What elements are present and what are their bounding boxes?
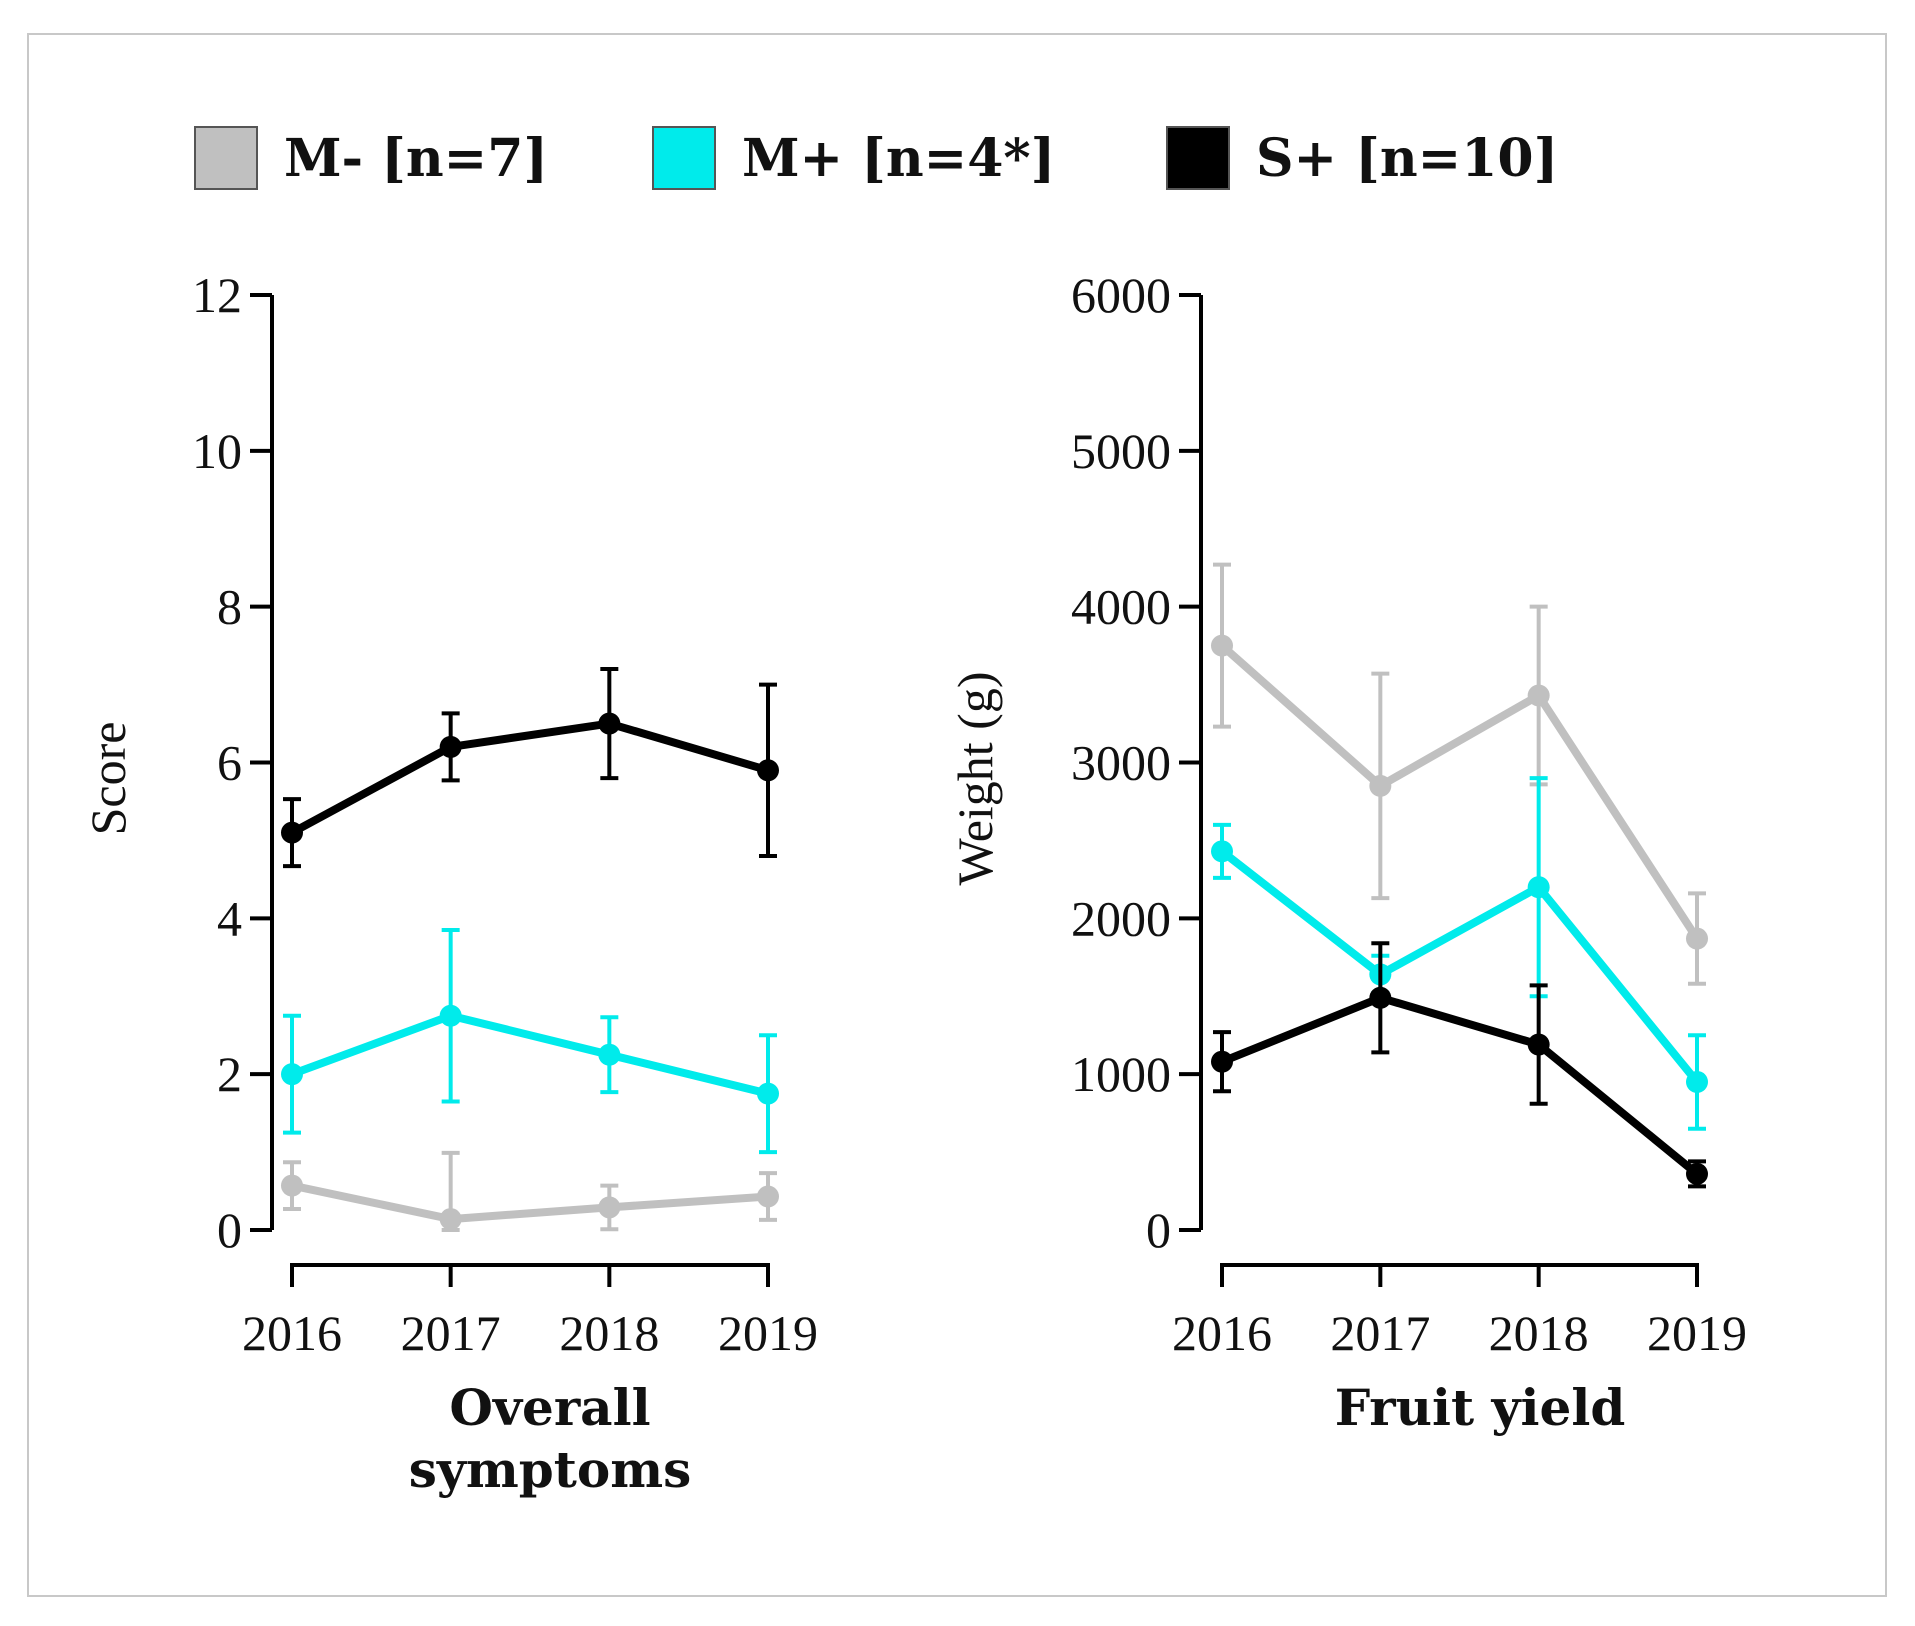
data-point [757,759,779,782]
y-tick-label: 10 [192,423,242,479]
data-point [1527,684,1550,707]
y-tick-label: 0 [1146,1202,1171,1258]
y-tick-label: 4 [217,890,242,946]
panel-title-line: Fruit yield [1335,1378,1626,1437]
legend-label-s-plus: S+ [n=10] [1256,127,1559,189]
x-tick-label: 2017 [1330,1305,1430,1361]
x-tick-label: 2019 [718,1305,818,1361]
y-tick-label: 0 [217,1202,242,1258]
x-tick-label: 2018 [559,1305,659,1361]
x-tick-label: 2016 [1172,1305,1272,1361]
data-point [1211,840,1233,863]
series-line [1219,642,1701,941]
y-tick-label: 6 [217,735,242,791]
legend-swatch-m-plus [652,126,716,190]
series-2 [1211,776,1708,1131]
panel-title: Fruit yield [1335,1378,1626,1437]
y-tick-label: 8 [217,579,242,635]
y-tick-label: 5000 [1071,423,1171,479]
series-line [290,719,770,837]
series-line [291,1181,769,1224]
legend-label-m-minus: M- [n=7] [284,127,549,189]
series-line [290,1011,769,1098]
data-point [757,1082,779,1105]
data-point [439,1004,462,1027]
x-tick-label: 2016 [242,1305,342,1361]
y-axis-title: Weight (g) [947,672,1003,886]
x-tick-label: 2018 [1489,1305,1589,1361]
x-tick-label: 2019 [1647,1305,1747,1361]
legend-item-s-plus: S+ [n=10] [1166,122,1558,194]
legend-swatch-m-minus [194,126,258,190]
legend-item-m-minus: M- [n=7] [194,122,548,194]
data-point [598,1196,621,1219]
y-tick-label: 3000 [1071,735,1171,791]
y-tick-label: 2000 [1071,890,1171,946]
y-tick-label: 4000 [1071,579,1171,635]
data-point [281,821,303,844]
y-axis-title: Score [80,722,136,836]
data-point [1369,986,1392,1009]
data-point [757,1185,779,1208]
chart-1: 0 2 4 6 8 10 12 2016 2017 2018 2019 Score Overall sym… [80,267,818,1499]
data-point [439,735,462,758]
series-3 [1211,941,1708,1189]
data-point [439,1208,462,1231]
panel-title-line: Overall [449,1378,650,1437]
data-point [598,712,621,735]
y-tick-label: 2 [217,1046,242,1102]
series-1 [1211,562,1708,986]
legend-item-m-plus: M+ [n=4*] [652,122,1055,194]
series-2 [281,928,779,1155]
y-tick-label: 6000 [1071,267,1171,323]
chart-2: 0 1000 2000 3000 4000 5000 6000 2016 2017 2018 201… [947,267,1747,1437]
data-point [1686,1162,1708,1185]
figure-frame [27,33,1887,1597]
y-tick-label: 1000 [1071,1046,1171,1102]
data-point [1211,1050,1233,1073]
data-point [281,1063,303,1086]
data-point [1686,1070,1708,1093]
legend-swatch-s-plus [1166,126,1230,190]
series-line [1219,848,1701,1085]
data-point [1369,774,1392,797]
data-point [1686,927,1708,950]
y-tick-label: 12 [192,267,242,323]
data-point [598,1043,621,1066]
x-tick-label: 2017 [401,1305,501,1361]
data-point [1527,876,1550,899]
series-line [1220,993,1700,1177]
panel-title: Overall symptoms [409,1378,692,1499]
series-1 [281,1150,779,1232]
series-3 [281,667,779,869]
legend-label-m-plus: M+ [n=4*] [742,127,1056,189]
panel-title-line: symptoms [409,1440,692,1499]
data-point [281,1174,303,1197]
data-point [1527,1033,1550,1056]
data-point [1211,634,1233,657]
